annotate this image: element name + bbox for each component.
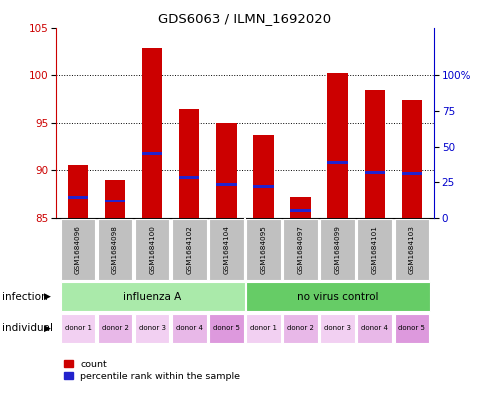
- FancyBboxPatch shape: [60, 314, 95, 343]
- Text: ▶: ▶: [44, 292, 51, 301]
- Text: influenza A: influenza A: [123, 292, 181, 302]
- FancyBboxPatch shape: [172, 314, 206, 343]
- Text: GSM1684099: GSM1684099: [334, 225, 340, 274]
- Text: GSM1684103: GSM1684103: [408, 225, 414, 274]
- FancyBboxPatch shape: [357, 314, 391, 343]
- Text: donor 4: donor 4: [176, 325, 202, 331]
- Text: GSM1684096: GSM1684096: [75, 225, 81, 274]
- FancyBboxPatch shape: [357, 219, 391, 280]
- FancyBboxPatch shape: [98, 219, 132, 280]
- Bar: [401, 172, 421, 175]
- Text: infection: infection: [2, 292, 48, 302]
- FancyBboxPatch shape: [246, 219, 280, 280]
- FancyBboxPatch shape: [135, 314, 169, 343]
- Text: donor 2: donor 2: [102, 325, 128, 331]
- Bar: [253, 185, 273, 188]
- Text: individual: individual: [2, 323, 53, 333]
- Bar: [327, 73, 347, 218]
- Bar: [216, 183, 236, 186]
- Text: donor 5: donor 5: [212, 325, 239, 331]
- Text: donor 3: donor 3: [138, 325, 166, 331]
- Text: donor 1: donor 1: [249, 325, 276, 331]
- Text: GSM1684104: GSM1684104: [223, 225, 229, 274]
- Bar: [105, 200, 125, 202]
- Text: GSM1684098: GSM1684098: [112, 225, 118, 274]
- Text: GSM1684101: GSM1684101: [371, 225, 377, 274]
- Text: ▶: ▶: [44, 324, 51, 332]
- Text: donor 5: donor 5: [397, 325, 424, 331]
- Bar: [327, 162, 347, 164]
- FancyBboxPatch shape: [172, 219, 206, 280]
- Bar: [142, 152, 162, 155]
- Text: donor 2: donor 2: [287, 325, 313, 331]
- Text: GSM1684097: GSM1684097: [297, 225, 303, 274]
- Text: GSM1684095: GSM1684095: [260, 225, 266, 274]
- FancyBboxPatch shape: [283, 219, 317, 280]
- Text: donor 3: donor 3: [323, 325, 350, 331]
- FancyBboxPatch shape: [283, 314, 317, 343]
- FancyBboxPatch shape: [60, 219, 95, 280]
- Bar: [142, 48, 162, 218]
- Bar: [290, 197, 310, 218]
- FancyBboxPatch shape: [394, 314, 428, 343]
- Bar: [401, 100, 421, 218]
- Legend: count, percentile rank within the sample: count, percentile rank within the sample: [60, 356, 243, 384]
- Bar: [290, 209, 310, 212]
- FancyBboxPatch shape: [209, 219, 243, 280]
- Bar: [68, 196, 88, 198]
- FancyBboxPatch shape: [246, 282, 429, 311]
- Bar: [68, 165, 88, 218]
- Bar: [253, 135, 273, 218]
- FancyBboxPatch shape: [98, 314, 132, 343]
- Text: donor 1: donor 1: [64, 325, 91, 331]
- Title: GDS6063 / ILMN_1692020: GDS6063 / ILMN_1692020: [158, 12, 331, 25]
- Text: no virus control: no virus control: [296, 292, 378, 302]
- FancyBboxPatch shape: [246, 314, 280, 343]
- FancyBboxPatch shape: [394, 219, 428, 280]
- FancyBboxPatch shape: [209, 314, 243, 343]
- Bar: [364, 171, 384, 174]
- FancyBboxPatch shape: [320, 314, 354, 343]
- Text: donor 4: donor 4: [361, 325, 387, 331]
- Bar: [216, 123, 236, 218]
- FancyBboxPatch shape: [135, 219, 169, 280]
- Text: GSM1684102: GSM1684102: [186, 225, 192, 274]
- Bar: [105, 180, 125, 218]
- Bar: [179, 176, 199, 178]
- FancyBboxPatch shape: [320, 219, 354, 280]
- Bar: [364, 90, 384, 218]
- Bar: [179, 108, 199, 218]
- FancyBboxPatch shape: [60, 282, 244, 311]
- Text: GSM1684100: GSM1684100: [149, 225, 155, 274]
